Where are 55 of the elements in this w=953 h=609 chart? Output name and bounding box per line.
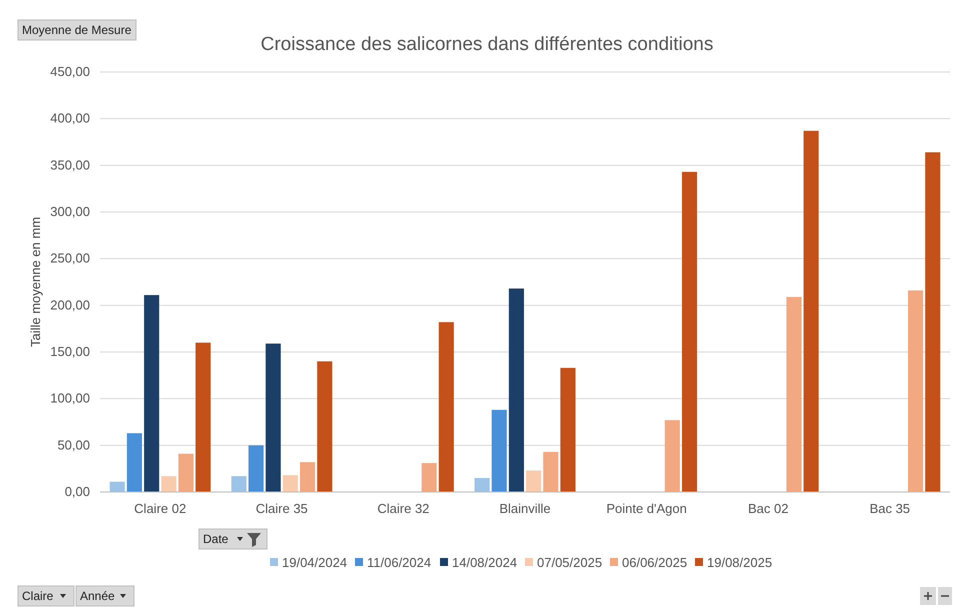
text: Année: [80, 589, 116, 603]
y-tick-label: 100,00: [50, 390, 90, 406]
bar: [438, 322, 454, 492]
bar: [196, 342, 211, 492]
text: Date: [203, 532, 229, 546]
x-tick-label: Claire 35: [256, 501, 308, 516]
bar: [266, 344, 281, 492]
bar: [682, 172, 698, 492]
bar: [248, 445, 264, 492]
x-tick-label: Bac 02: [748, 501, 788, 516]
bar: [492, 410, 507, 492]
legend-label: 06/06/2025: [622, 555, 688, 570]
y-tick-label: 450,00: [50, 64, 90, 79]
bar: [126, 433, 142, 492]
legend-label: 14/08/2024: [452, 555, 518, 570]
text: Moyenne de Mesure: [22, 23, 132, 37]
bar: [178, 454, 194, 492]
bar: [110, 482, 125, 492]
x-tick-label: Pointe d'Agon: [606, 501, 687, 516]
y-axis-title: Taille moyenne en mm: [28, 216, 43, 348]
bar: [543, 452, 558, 492]
y-tick-label: 150,00: [50, 344, 90, 359]
x-tick-label: Bac 35: [870, 501, 910, 516]
bar: [908, 290, 924, 492]
bar: [560, 368, 576, 492]
legend-label: 07/05/2025: [537, 555, 602, 570]
y-tick-label: 0,00: [64, 484, 90, 499]
bar: [925, 152, 940, 492]
bar: [508, 288, 524, 492]
x-tick-label: Claire 02: [134, 501, 186, 516]
y-tick-label: 300,00: [50, 204, 90, 219]
bar: [300, 462, 316, 492]
x-tick-label: Claire 32: [377, 501, 430, 516]
bar: [664, 420, 680, 492]
y-tick-label: 250,00: [50, 250, 90, 266]
bar: [317, 361, 332, 492]
bar: [804, 130, 819, 492]
legend-label: 19/08/2025: [707, 555, 772, 570]
legend-label: 19/04/2024: [282, 555, 348, 570]
chart-title: Croissance des salicornes dans différentes conditions: [260, 34, 714, 55]
bar: [474, 478, 490, 492]
x-tick-label: Blainville: [499, 501, 551, 516]
bar: [161, 476, 176, 492]
bar: [422, 463, 437, 492]
y-tick-label: 350,00: [50, 157, 90, 172]
bar: [526, 470, 542, 492]
bar: [786, 296, 802, 492]
y-tick-label: 50,00: [57, 437, 90, 452]
bar: [144, 295, 160, 492]
y-tick-label: 200,00: [50, 297, 90, 312]
text: Claire: [22, 589, 54, 603]
bar: [231, 476, 246, 492]
bar: [282, 475, 298, 492]
legend-label: 11/06/2024: [367, 555, 432, 570]
y-tick-label: 400,00: [50, 110, 90, 126]
